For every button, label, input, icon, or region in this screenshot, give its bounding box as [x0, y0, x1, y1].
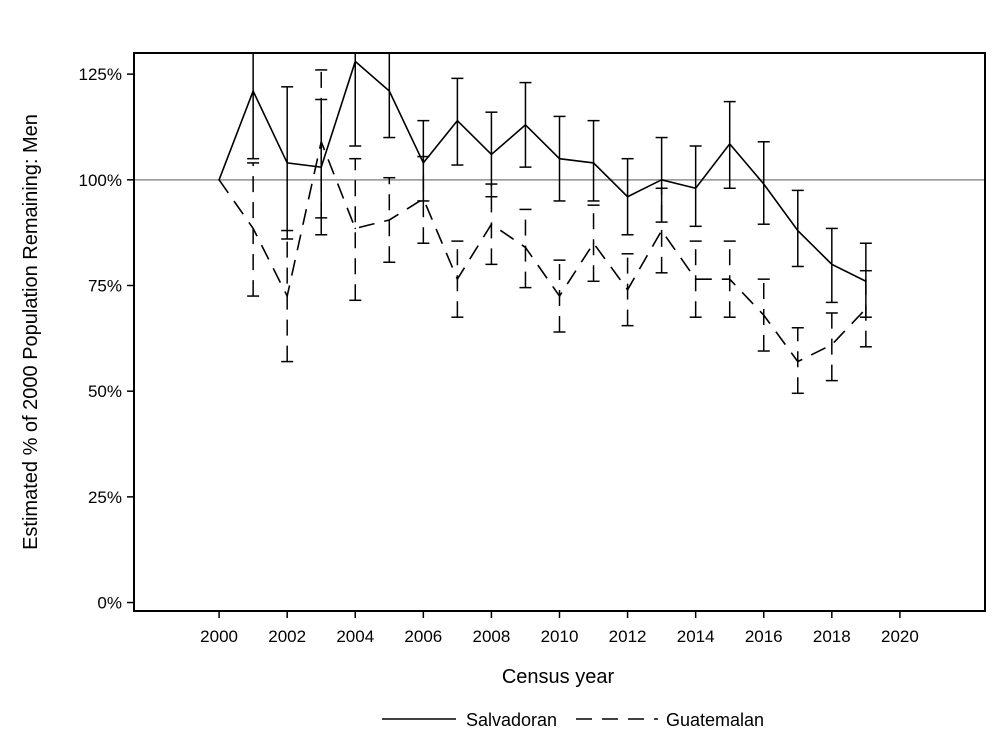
x-tick-label: 2016 [745, 627, 783, 646]
data-point-guatemalan [524, 246, 527, 249]
x-tick-label: 2006 [404, 627, 442, 646]
error-bar-guatemalan [655, 187, 668, 274]
data-point-salvadoran [592, 162, 595, 164]
data-point-guatemalan [456, 278, 459, 280]
series-salvadoran [218, 53, 872, 318]
data-point-salvadoran [252, 90, 254, 92]
data-point-guatemalan [626, 288, 629, 291]
data-point-guatemalan [218, 179, 220, 181]
data-point-guatemalan [252, 227, 254, 230]
data-point-guatemalan [388, 219, 391, 221]
x-axis-label: Census year [502, 666, 615, 688]
data-point-salvadoran [524, 124, 527, 126]
data-point-salvadoran [831, 263, 833, 266]
data-point-guatemalan [490, 223, 493, 226]
data-point-guatemalan [831, 343, 833, 346]
y-tick-label: 0% [97, 594, 122, 613]
data-point-guatemalan [354, 227, 357, 230]
data-point-guatemalan [320, 140, 323, 143]
x-tick-label: 2004 [336, 627, 374, 646]
y-axis-label: Estimated % of 2000 Population Remaining… [20, 114, 42, 550]
error-bar-guatemalan [417, 155, 430, 244]
y-tick-label: 100% [79, 171, 122, 190]
y-tick-label: 50% [88, 382, 122, 401]
data-point-salvadoran [626, 195, 629, 198]
data-point-salvadoran [762, 183, 765, 185]
plot-area [134, 53, 985, 395]
data-point-guatemalan [762, 314, 765, 316]
plot-content [134, 53, 985, 395]
data-point-salvadoran [728, 143, 731, 145]
x-tick-label: 2000 [200, 627, 238, 646]
data-point-guatemalan [286, 295, 288, 297]
legend-label-guatemalan: Guatemalan [666, 710, 764, 730]
data-point-salvadoran [660, 179, 663, 181]
x-tick-label: 2018 [813, 627, 851, 646]
y-tick-label: 25% [88, 488, 122, 507]
error-bar-salvadoran [587, 119, 600, 202]
y-tick-label: 75% [88, 277, 122, 296]
data-point-salvadoran [490, 153, 493, 156]
x-tick-label: 2010 [541, 627, 579, 646]
x-tick-label: 2002 [268, 627, 306, 646]
legend: Salvadoran Guatemalan [382, 710, 764, 730]
data-point-salvadoran [320, 166, 323, 168]
legend-label-salvadoran: Salvadoran [466, 710, 557, 730]
x-tick-label: 2020 [881, 627, 919, 646]
data-point-guatemalan [558, 295, 561, 297]
axes: 0% 25% 50% 75% 100% 125% 2000 2002 2004 2006 2008 2… [79, 52, 986, 646]
error-bar-salvadoran [825, 227, 838, 304]
error-bar-salvadoran [791, 189, 804, 268]
error-bar-salvadoran [689, 145, 702, 228]
data-point-salvadoran [354, 60, 357, 63]
data-point-guatemalan [796, 360, 799, 363]
series-line-guatemalan [218, 139, 867, 363]
error-bar-salvadoran [383, 53, 396, 139]
data-point-guatemalan [694, 278, 697, 280]
data-point-guatemalan [592, 242, 595, 245]
series-line-salvadoran [218, 60, 867, 282]
series-guatemalan [218, 69, 872, 395]
error-bar-guatemalan [825, 312, 838, 382]
data-point-guatemalan [728, 278, 731, 280]
data-point-salvadoran [456, 119, 459, 122]
legend-item-salvadoran: Salvadoran [382, 710, 557, 730]
x-tick-label: 2014 [677, 627, 715, 646]
data-point-salvadoran [388, 90, 391, 92]
data-point-guatemalan [660, 229, 663, 232]
legend-item-guatemalan: Guatemalan [576, 710, 764, 730]
x-tick-label: 2008 [473, 627, 511, 646]
error-bar-guatemalan [315, 69, 328, 219]
data-point-guatemalan [865, 307, 867, 310]
data-point-guatemalan [422, 198, 425, 200]
error-bar-guatemalan [349, 157, 362, 302]
data-point-salvadoran [796, 229, 799, 232]
data-point-salvadoran [286, 162, 288, 164]
data-point-salvadoran [694, 187, 697, 190]
error-bar-salvadoran [247, 53, 260, 160]
y-tick-label: 125% [79, 65, 122, 84]
data-point-salvadoran [558, 157, 561, 160]
x-tick-label: 2012 [609, 627, 647, 646]
error-bar-guatemalan [383, 176, 396, 263]
